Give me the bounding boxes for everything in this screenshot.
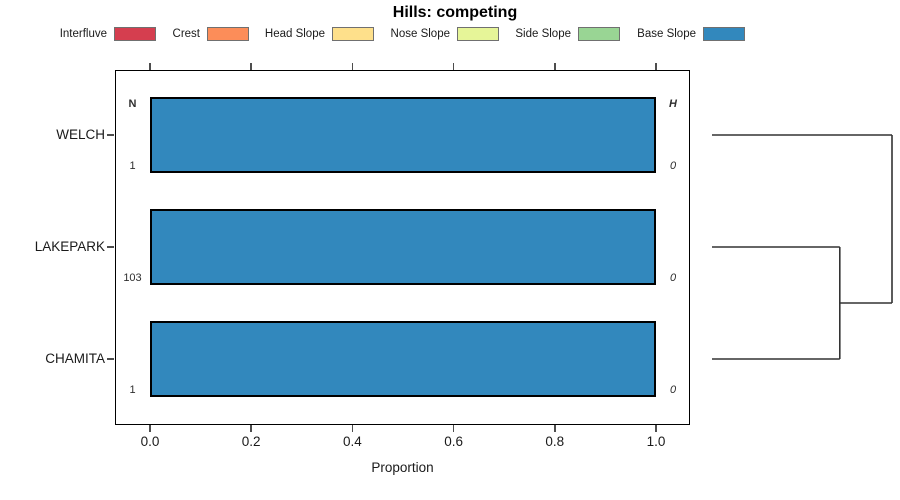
n-value: 1 xyxy=(129,384,136,396)
x-axis-tick-bottom xyxy=(250,425,252,432)
legend-label: Head Slope xyxy=(264,28,325,40)
y-axis-tick xyxy=(107,358,114,360)
bar-segment xyxy=(150,209,656,285)
x-axis-tick-label: 0.4 xyxy=(343,434,362,449)
legend-label: Nose Slope xyxy=(390,28,450,40)
legend-item: Interfluve xyxy=(60,27,156,41)
x-axis-tick-label: 1.0 xyxy=(646,434,666,449)
n-column-header: N xyxy=(128,98,137,110)
h-value: 0 xyxy=(669,160,677,172)
legend-label: Interfluve xyxy=(59,28,107,40)
x-axis-tick-top xyxy=(351,63,354,70)
bar-segment xyxy=(150,97,656,173)
x-axis-tick-top xyxy=(452,63,455,70)
x-axis-tick-bottom xyxy=(655,425,657,432)
legend-swatch xyxy=(332,27,374,41)
y-category-label: LAKEPARK xyxy=(34,239,105,254)
x-axis-tick-bottom xyxy=(149,425,151,432)
y-category-label: CHAMITA xyxy=(45,351,105,366)
x-axis-tick-top xyxy=(149,63,151,70)
y-category-label: WELCH xyxy=(56,127,105,142)
y-axis-tick xyxy=(107,246,114,248)
x-axis-tick-top xyxy=(250,63,252,70)
legend-swatch xyxy=(703,27,745,41)
n-value: 103 xyxy=(123,272,142,284)
legend-item: Head Slope xyxy=(265,27,374,41)
x-axis-tick-bottom xyxy=(452,425,455,432)
legend-swatch xyxy=(114,27,156,41)
n-value: 1 xyxy=(129,160,136,172)
x-axis-tick-top xyxy=(655,63,657,70)
chart-title: Hills: competing xyxy=(392,4,518,21)
legend-item: Nose Slope xyxy=(391,27,499,41)
bar-segment xyxy=(150,321,656,397)
x-axis-tick-label: 0.2 xyxy=(241,434,261,449)
h-value: 0 xyxy=(669,384,677,396)
h-column-header: H xyxy=(669,98,677,110)
x-axis-tick-label: 0.6 xyxy=(444,434,463,449)
legend-label: Crest xyxy=(172,28,200,40)
legend-label: Base Slope xyxy=(637,28,696,40)
y-axis-tick xyxy=(107,134,114,136)
legend-swatch xyxy=(207,27,249,41)
legend-swatch xyxy=(578,27,620,41)
legend-item: Crest xyxy=(173,27,249,41)
x-axis-tick-label: 0.0 xyxy=(140,434,160,449)
x-axis-tick-bottom xyxy=(554,425,556,432)
x-axis-tick-top xyxy=(554,63,556,70)
legend-label: Side Slope xyxy=(515,28,571,40)
x-axis-title: Proportion xyxy=(371,460,434,475)
x-axis-tick-label: 0.8 xyxy=(545,434,565,449)
legend-item: Base Slope xyxy=(637,27,745,41)
legend-swatch xyxy=(457,27,499,41)
h-value: 0 xyxy=(669,272,677,284)
x-axis-tick-bottom xyxy=(351,425,354,432)
legend-item: Side Slope xyxy=(515,27,620,41)
